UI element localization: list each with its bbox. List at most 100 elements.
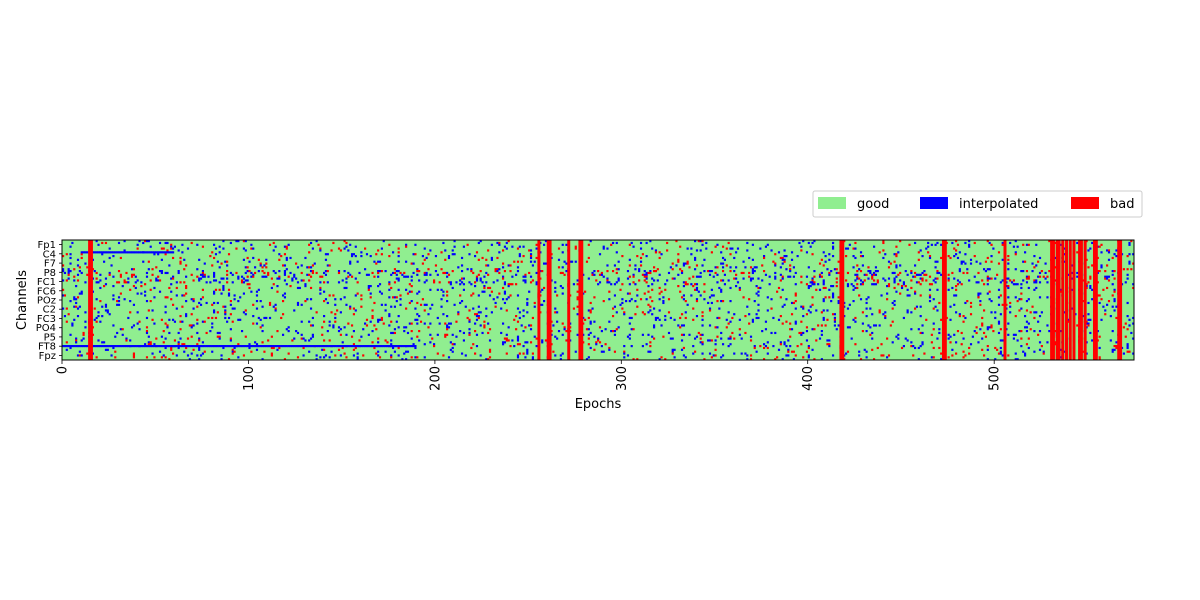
heatmap-cell-interpolated [543, 262, 546, 265]
heatmap-cell-interpolated [623, 345, 626, 348]
heatmap-cell-interpolated [802, 315, 805, 318]
heatmap-cell-interpolated [226, 320, 229, 323]
heatmap-cell-interpolated [405, 243, 408, 246]
heatmap-cell-interpolated [720, 288, 723, 291]
heatmap-cell-interpolated [658, 273, 661, 276]
heatmap-cell-interpolated [738, 318, 741, 321]
heatmap-cell-interpolated [129, 345, 132, 348]
heatmap-cell-interpolated [226, 345, 229, 348]
heatmap-cell-bad [960, 331, 963, 335]
heatmap-cell-interpolated [1007, 333, 1010, 336]
heatmap-cell-interpolated [67, 270, 70, 273]
heatmap-cell-interpolated [1115, 305, 1118, 308]
heatmap-cell-interpolated [891, 301, 894, 305]
heatmap-cell-bad [95, 356, 98, 359]
heatmap-cell-bad [252, 322, 255, 325]
heatmap-cell-interpolated [319, 345, 322, 348]
heatmap-cell-bad [621, 283, 624, 286]
heatmap-cell-interpolated [721, 262, 725, 265]
heatmap-cell-interpolated [116, 251, 119, 254]
heatmap-cell-interpolated [535, 283, 538, 286]
heatmap-cell-bad [815, 339, 818, 342]
heatmap-cell-interpolated [766, 341, 769, 344]
heatmap-cell-bad [410, 356, 413, 359]
heatmap-cell-interpolated [244, 240, 247, 243]
heatmap-cell-bad [360, 298, 363, 301]
heatmap-cell-interpolated [410, 275, 413, 278]
heatmap-cell-interpolated [802, 240, 805, 243]
heatmap-cell-interpolated [910, 271, 913, 275]
heatmap-cell-interpolated [172, 251, 175, 254]
heatmap-cell-interpolated [201, 341, 204, 344]
heatmap-cell-interpolated [268, 316, 272, 320]
heatmap-cell-bad [1126, 255, 1129, 258]
heatmap-cell-interpolated [723, 283, 726, 286]
heatmap-cell-bad [440, 268, 443, 271]
heatmap-cell-interpolated [326, 253, 329, 256]
heatmap-cell-interpolated [955, 253, 958, 256]
heatmap-cell-bad [759, 345, 762, 348]
heatmap-cell-bad [337, 348, 341, 351]
heatmap-cell-interpolated [321, 348, 324, 351]
heatmap-cell-interpolated [116, 345, 119, 348]
heatmap-cell-interpolated [897, 251, 900, 254]
heatmap-cell-bad [986, 345, 989, 348]
heatmap-cell-interpolated [412, 345, 415, 348]
heatmap-cell-bad [1033, 266, 1036, 269]
heatmap-cell-bad [587, 243, 590, 246]
heatmap-cell-interpolated [95, 281, 98, 284]
heatmap-cell-bad [380, 318, 383, 321]
heatmap-cell-bad [908, 243, 911, 246]
heatmap-cell-interpolated [811, 281, 814, 284]
heatmap-cell-interpolated [261, 358, 264, 361]
heatmap-cell-interpolated [953, 333, 956, 336]
heatmap-cell-interpolated [377, 270, 380, 273]
heatmap-cell-bad [155, 266, 158, 269]
heatmap-cell-bad [302, 346, 305, 350]
heatmap-cell-interpolated [349, 243, 352, 246]
heatmap-cell-bad [434, 264, 438, 267]
heatmap-cell-interpolated [99, 251, 102, 254]
heatmap-cell-interpolated [237, 356, 240, 359]
heatmap-cell-interpolated [617, 277, 620, 280]
heatmap-cell-interpolated [779, 266, 782, 269]
heatmap-cell-interpolated [69, 300, 72, 303]
heatmap-cell-bad [871, 348, 874, 351]
heatmap-cell-interpolated [138, 328, 141, 331]
heatmap-cell-interpolated [587, 333, 590, 336]
heatmap-cell-interpolated [199, 354, 203, 357]
heatmap-cell-interpolated [395, 277, 398, 280]
heatmap-cell-interpolated [994, 316, 997, 320]
heatmap-cell-interpolated [751, 320, 754, 323]
heatmap-cell-interpolated [218, 337, 221, 340]
heatmap-cell-interpolated [1044, 262, 1047, 265]
heatmap-cell-interpolated [891, 271, 894, 275]
heatmap-cell-bad [529, 324, 533, 327]
heatmap-cell-interpolated [127, 251, 130, 254]
heatmap-cell-interpolated [397, 345, 400, 348]
heatmap-cell-bad [1027, 337, 1030, 340]
heatmap-cell-bad [886, 337, 889, 340]
heatmap-cell-interpolated [311, 324, 314, 327]
heatmap-cell-interpolated [936, 309, 939, 312]
heatmap-cell-interpolated [653, 279, 656, 282]
heatmap-cell-interpolated [708, 307, 712, 310]
heatmap-cell-bad [1016, 300, 1019, 303]
heatmap-cell-interpolated [416, 292, 419, 295]
heatmap-cell-interpolated [117, 345, 121, 348]
heatmap-cell-bad [645, 281, 648, 284]
heatmap-cell-interpolated [807, 285, 810, 288]
heatmap-cell-interpolated [291, 345, 294, 348]
heatmap-cell-bad [611, 315, 615, 318]
heatmap-cell-interpolated [349, 345, 352, 348]
heatmap-cell-bad [179, 315, 182, 318]
heatmap-cell-interpolated [397, 260, 400, 263]
heatmap-cell-interpolated [360, 255, 363, 258]
heatmap-cell-interpolated [977, 281, 980, 284]
heatmap-cell-interpolated [416, 313, 419, 316]
heatmap-cell-interpolated [116, 331, 119, 335]
heatmap-cell-interpolated [324, 354, 328, 357]
heatmap-cell-interpolated [233, 294, 236, 297]
heatmap-cell-interpolated [434, 270, 438, 273]
heatmap-cell-bad [250, 247, 253, 250]
